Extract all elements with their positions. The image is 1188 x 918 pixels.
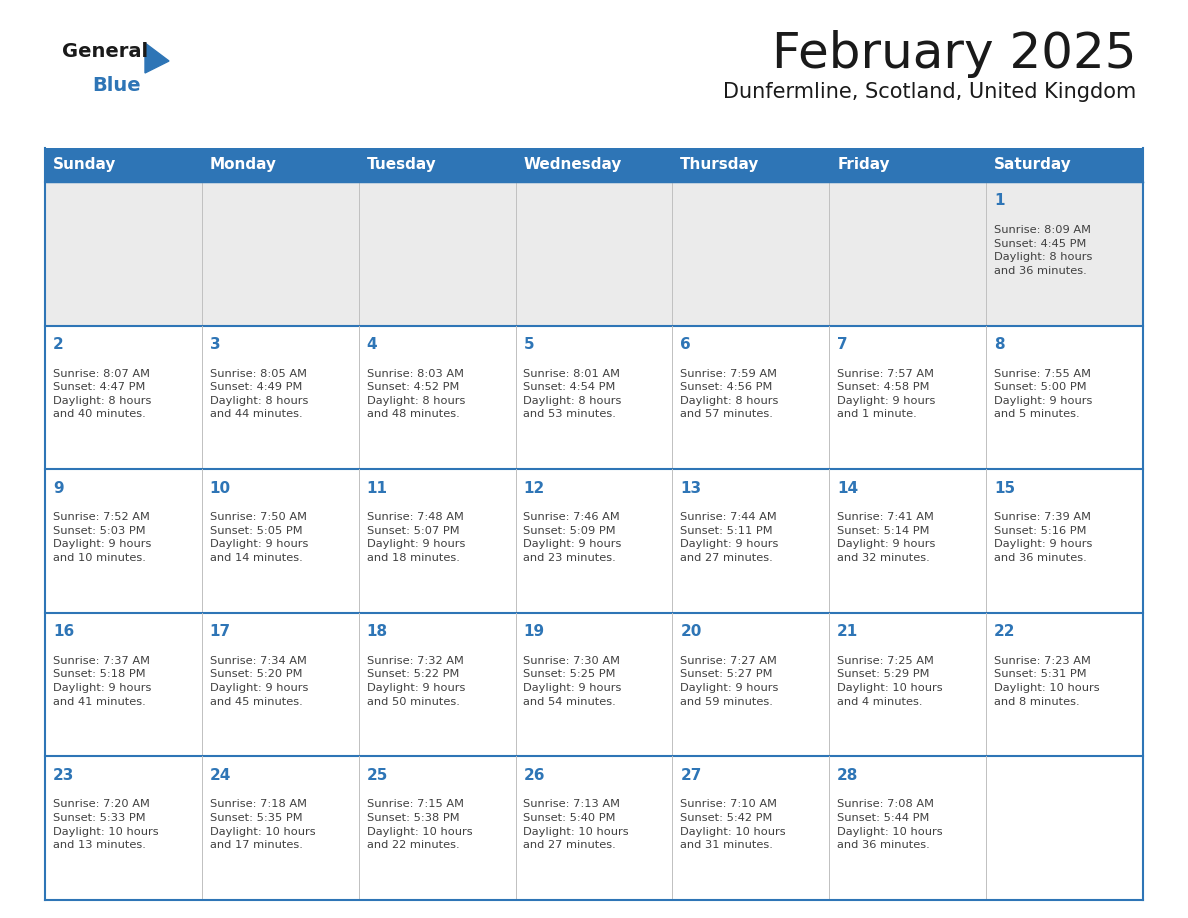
Text: 4: 4 — [367, 337, 377, 353]
Text: Monday: Monday — [210, 158, 277, 173]
Text: Sunrise: 8:01 AM
Sunset: 4:54 PM
Daylight: 8 hours
and 53 minutes.: Sunrise: 8:01 AM Sunset: 4:54 PM Dayligh… — [524, 369, 621, 420]
Text: Wednesday: Wednesday — [524, 158, 621, 173]
Text: 14: 14 — [838, 481, 858, 496]
Text: 25: 25 — [367, 767, 388, 783]
Text: 10: 10 — [210, 481, 230, 496]
Text: Thursday: Thursday — [681, 158, 759, 173]
Text: Sunrise: 7:08 AM
Sunset: 5:44 PM
Daylight: 10 hours
and 36 minutes.: Sunrise: 7:08 AM Sunset: 5:44 PM Dayligh… — [838, 800, 943, 850]
Text: 9: 9 — [52, 481, 63, 496]
Text: Sunrise: 7:30 AM
Sunset: 5:25 PM
Daylight: 9 hours
and 54 minutes.: Sunrise: 7:30 AM Sunset: 5:25 PM Dayligh… — [524, 655, 621, 707]
Text: Sunrise: 8:03 AM
Sunset: 4:52 PM
Daylight: 8 hours
and 48 minutes.: Sunrise: 8:03 AM Sunset: 4:52 PM Dayligh… — [367, 369, 465, 420]
Text: Friday: Friday — [838, 158, 890, 173]
Text: Sunday: Sunday — [52, 158, 116, 173]
Text: 18: 18 — [367, 624, 387, 639]
Text: Sunrise: 7:23 AM
Sunset: 5:31 PM
Daylight: 10 hours
and 8 minutes.: Sunrise: 7:23 AM Sunset: 5:31 PM Dayligh… — [994, 655, 1100, 707]
Text: Sunrise: 7:52 AM
Sunset: 5:03 PM
Daylight: 9 hours
and 10 minutes.: Sunrise: 7:52 AM Sunset: 5:03 PM Dayligh… — [52, 512, 151, 563]
Text: 19: 19 — [524, 624, 544, 639]
Text: 20: 20 — [681, 624, 702, 639]
Text: Sunrise: 8:05 AM
Sunset: 4:49 PM
Daylight: 8 hours
and 44 minutes.: Sunrise: 8:05 AM Sunset: 4:49 PM Dayligh… — [210, 369, 308, 420]
Text: 26: 26 — [524, 767, 545, 783]
Text: Sunrise: 8:09 AM
Sunset: 4:45 PM
Daylight: 8 hours
and 36 minutes.: Sunrise: 8:09 AM Sunset: 4:45 PM Dayligh… — [994, 225, 1092, 276]
Text: Sunrise: 7:57 AM
Sunset: 4:58 PM
Daylight: 9 hours
and 1 minute.: Sunrise: 7:57 AM Sunset: 4:58 PM Dayligh… — [838, 369, 935, 420]
Text: Sunrise: 7:20 AM
Sunset: 5:33 PM
Daylight: 10 hours
and 13 minutes.: Sunrise: 7:20 AM Sunset: 5:33 PM Dayligh… — [52, 800, 158, 850]
Text: February 2025: February 2025 — [771, 30, 1136, 78]
Polygon shape — [145, 43, 169, 73]
Text: Sunrise: 7:46 AM
Sunset: 5:09 PM
Daylight: 9 hours
and 23 minutes.: Sunrise: 7:46 AM Sunset: 5:09 PM Dayligh… — [524, 512, 621, 563]
Bar — [45, 182, 1143, 326]
Text: 11: 11 — [367, 481, 387, 496]
Text: 16: 16 — [52, 624, 74, 639]
Text: Sunrise: 7:41 AM
Sunset: 5:14 PM
Daylight: 9 hours
and 32 minutes.: Sunrise: 7:41 AM Sunset: 5:14 PM Dayligh… — [838, 512, 935, 563]
Text: Sunrise: 7:55 AM
Sunset: 5:00 PM
Daylight: 9 hours
and 5 minutes.: Sunrise: 7:55 AM Sunset: 5:00 PM Dayligh… — [994, 369, 1092, 420]
Text: 17: 17 — [210, 624, 230, 639]
Text: 3: 3 — [210, 337, 220, 353]
Text: 13: 13 — [681, 481, 701, 496]
Bar — [45, 756, 1143, 900]
Text: Dunfermline, Scotland, United Kingdom: Dunfermline, Scotland, United Kingdom — [722, 82, 1136, 102]
Text: 8: 8 — [994, 337, 1005, 353]
Text: Sunrise: 7:34 AM
Sunset: 5:20 PM
Daylight: 9 hours
and 45 minutes.: Sunrise: 7:34 AM Sunset: 5:20 PM Dayligh… — [210, 655, 308, 707]
Text: Sunrise: 7:44 AM
Sunset: 5:11 PM
Daylight: 9 hours
and 27 minutes.: Sunrise: 7:44 AM Sunset: 5:11 PM Dayligh… — [681, 512, 778, 563]
Text: 6: 6 — [681, 337, 691, 353]
Bar — [45, 469, 1143, 613]
Text: 24: 24 — [210, 767, 232, 783]
Text: 7: 7 — [838, 337, 848, 353]
Text: 23: 23 — [52, 767, 74, 783]
Text: 1: 1 — [994, 194, 1005, 208]
Text: Sunrise: 7:59 AM
Sunset: 4:56 PM
Daylight: 8 hours
and 57 minutes.: Sunrise: 7:59 AM Sunset: 4:56 PM Dayligh… — [681, 369, 778, 420]
Text: Sunrise: 7:10 AM
Sunset: 5:42 PM
Daylight: 10 hours
and 31 minutes.: Sunrise: 7:10 AM Sunset: 5:42 PM Dayligh… — [681, 800, 786, 850]
Text: Sunrise: 7:25 AM
Sunset: 5:29 PM
Daylight: 10 hours
and 4 minutes.: Sunrise: 7:25 AM Sunset: 5:29 PM Dayligh… — [838, 655, 943, 707]
Text: 22: 22 — [994, 624, 1016, 639]
Text: Sunrise: 7:13 AM
Sunset: 5:40 PM
Daylight: 10 hours
and 27 minutes.: Sunrise: 7:13 AM Sunset: 5:40 PM Dayligh… — [524, 800, 628, 850]
Text: Sunrise: 7:32 AM
Sunset: 5:22 PM
Daylight: 9 hours
and 50 minutes.: Sunrise: 7:32 AM Sunset: 5:22 PM Dayligh… — [367, 655, 465, 707]
Text: 21: 21 — [838, 624, 859, 639]
Bar — [45, 613, 1143, 756]
Bar — [45, 148, 1143, 182]
Text: Sunrise: 7:27 AM
Sunset: 5:27 PM
Daylight: 9 hours
and 59 minutes.: Sunrise: 7:27 AM Sunset: 5:27 PM Dayligh… — [681, 655, 778, 707]
Bar — [45, 326, 1143, 469]
Text: 28: 28 — [838, 767, 859, 783]
Text: Blue: Blue — [91, 76, 140, 95]
Text: General: General — [62, 42, 148, 61]
Text: Sunrise: 7:15 AM
Sunset: 5:38 PM
Daylight: 10 hours
and 22 minutes.: Sunrise: 7:15 AM Sunset: 5:38 PM Dayligh… — [367, 800, 472, 850]
Text: 12: 12 — [524, 481, 544, 496]
Text: Sunrise: 7:48 AM
Sunset: 5:07 PM
Daylight: 9 hours
and 18 minutes.: Sunrise: 7:48 AM Sunset: 5:07 PM Dayligh… — [367, 512, 465, 563]
Text: 2: 2 — [52, 337, 64, 353]
Text: Sunrise: 7:37 AM
Sunset: 5:18 PM
Daylight: 9 hours
and 41 minutes.: Sunrise: 7:37 AM Sunset: 5:18 PM Dayligh… — [52, 655, 151, 707]
Text: 27: 27 — [681, 767, 702, 783]
Text: 5: 5 — [524, 337, 535, 353]
Text: 15: 15 — [994, 481, 1015, 496]
Text: Sunrise: 7:50 AM
Sunset: 5:05 PM
Daylight: 9 hours
and 14 minutes.: Sunrise: 7:50 AM Sunset: 5:05 PM Dayligh… — [210, 512, 308, 563]
Text: Saturday: Saturday — [994, 158, 1072, 173]
Text: Sunrise: 7:18 AM
Sunset: 5:35 PM
Daylight: 10 hours
and 17 minutes.: Sunrise: 7:18 AM Sunset: 5:35 PM Dayligh… — [210, 800, 315, 850]
Text: Sunrise: 7:39 AM
Sunset: 5:16 PM
Daylight: 9 hours
and 36 minutes.: Sunrise: 7:39 AM Sunset: 5:16 PM Dayligh… — [994, 512, 1092, 563]
Text: Tuesday: Tuesday — [367, 158, 436, 173]
Text: Sunrise: 8:07 AM
Sunset: 4:47 PM
Daylight: 8 hours
and 40 minutes.: Sunrise: 8:07 AM Sunset: 4:47 PM Dayligh… — [52, 369, 151, 420]
